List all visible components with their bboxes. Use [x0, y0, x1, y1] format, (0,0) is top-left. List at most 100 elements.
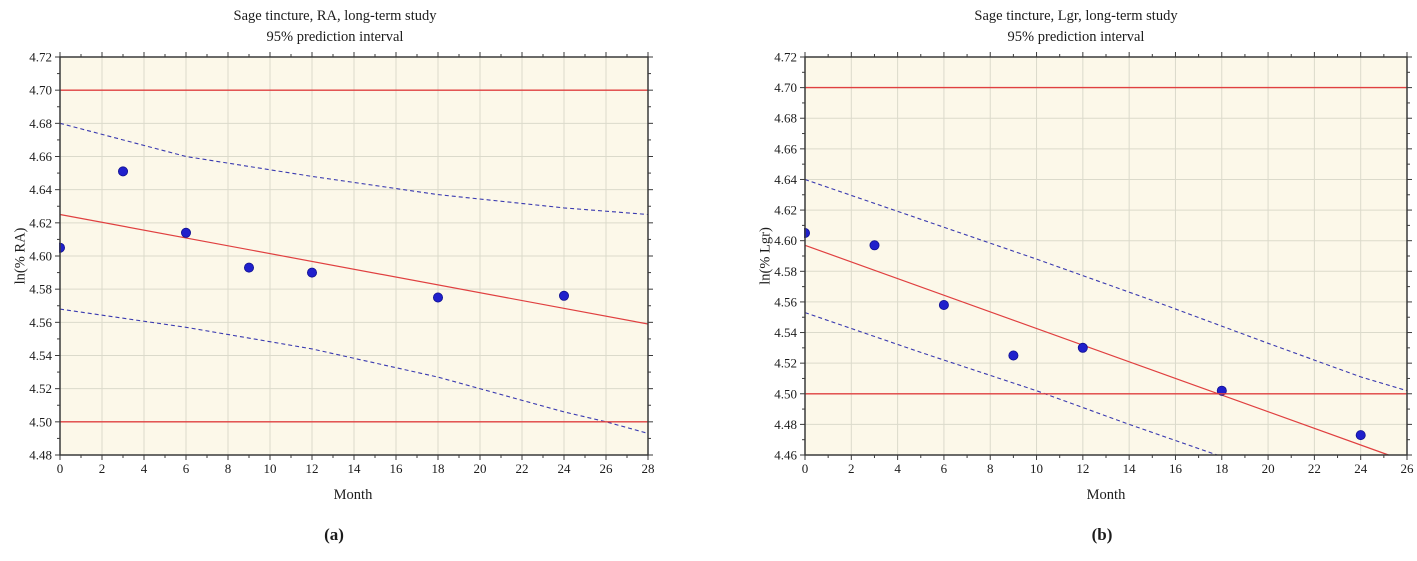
- svg-text:10: 10: [264, 461, 277, 476]
- axis-ticks: [55, 52, 653, 460]
- svg-text:16: 16: [1169, 461, 1183, 476]
- svg-text:4.62: 4.62: [774, 203, 797, 218]
- chart-b-ylabel: ln(% Lgr): [757, 227, 774, 285]
- svg-text:20: 20: [474, 461, 487, 476]
- svg-text:4.68: 4.68: [29, 116, 52, 131]
- svg-text:4.48: 4.48: [29, 448, 52, 463]
- svg-text:4: 4: [141, 461, 148, 476]
- svg-text:4.60: 4.60: [774, 233, 797, 248]
- svg-text:4.52: 4.52: [29, 381, 52, 396]
- svg-text:4.52: 4.52: [774, 356, 797, 371]
- trend-line: [804, 244, 1389, 456]
- svg-text:18: 18: [432, 461, 445, 476]
- svg-text:4.70: 4.70: [29, 83, 52, 98]
- svg-text:4.66: 4.66: [774, 141, 797, 156]
- svg-text:22: 22: [1308, 461, 1321, 476]
- chart-a-caption: (a): [324, 525, 344, 544]
- chart-a-ylabel: ln(% RA): [12, 227, 29, 285]
- data-point: [1355, 430, 1366, 441]
- svg-text:26: 26: [600, 461, 614, 476]
- svg-text:4.50: 4.50: [774, 386, 797, 401]
- svg-text:4.54: 4.54: [774, 325, 797, 340]
- svg-text:4.56: 4.56: [774, 294, 797, 309]
- control-limit-lines: [60, 89, 648, 423]
- svg-text:4.70: 4.70: [774, 80, 797, 95]
- axis-ticks: [800, 52, 1412, 460]
- tick-labels: 0 2 4 6 8 10 12 14 16 18 20 22 24 264.464.484.504.524…: [774, 50, 1414, 477]
- svg-text:4.54: 4.54: [29, 348, 52, 363]
- chart-b-xlabel: Month: [1086, 487, 1126, 503]
- data-point: [59, 242, 65, 253]
- svg-text:20: 20: [1262, 461, 1275, 476]
- trend-line: [59, 213, 649, 325]
- data-point: [118, 166, 129, 177]
- svg-text:4.72: 4.72: [774, 50, 797, 65]
- svg-text:24: 24: [558, 461, 572, 476]
- svg-text:4.56: 4.56: [29, 315, 52, 330]
- data-point: [804, 228, 810, 238]
- chart-b-title: Sage tincture, Lgr, long-term study: [974, 8, 1178, 24]
- plot-background: [60, 57, 648, 455]
- data-point: [869, 240, 880, 251]
- svg-text:8: 8: [225, 461, 232, 476]
- data-point: [1216, 385, 1227, 396]
- svg-text:2: 2: [99, 461, 106, 476]
- upper-prediction-line: [59, 122, 649, 216]
- chart-a-subtitle: 95% prediction interval: [266, 29, 404, 45]
- svg-text:14: 14: [348, 461, 362, 476]
- control-limit-lines: [805, 86, 1407, 395]
- svg-text:4.60: 4.60: [29, 249, 52, 264]
- upper-prediction-line: [804, 178, 1408, 392]
- lower-prediction-line: [59, 308, 649, 434]
- chart-b-subtitle: 95% prediction interval: [1007, 29, 1145, 45]
- svg-text:22: 22: [516, 461, 529, 476]
- plot-frame: [59, 56, 649, 456]
- data-point: [243, 262, 254, 273]
- svg-text:18: 18: [1215, 461, 1228, 476]
- svg-text:4.58: 4.58: [29, 282, 52, 297]
- svg-text:8: 8: [987, 461, 994, 476]
- chart-b-plot: 0 2 4 6 8 10 12 14 16 18 20 22 24 264.464.484.504.524…: [774, 50, 1414, 477]
- svg-text:0: 0: [57, 461, 64, 476]
- chart-a-plot: 0 2 4 6 8 10 12 14 16 18 20 22 24 26 284.484.504.524.5…: [29, 50, 655, 477]
- chart-b-caption: (b): [1091, 525, 1113, 544]
- data-point: [1077, 342, 1088, 353]
- svg-text:14: 14: [1123, 461, 1137, 476]
- data-point: [559, 290, 570, 301]
- svg-text:4: 4: [894, 461, 901, 476]
- plot-frame: [804, 56, 1408, 456]
- svg-text:12: 12: [1076, 461, 1089, 476]
- plot-background: [805, 57, 1407, 455]
- svg-text:4.64: 4.64: [774, 172, 797, 187]
- grid-lines: [805, 57, 1407, 455]
- lower-prediction-line: [804, 312, 1218, 456]
- svg-text:4.62: 4.62: [29, 215, 52, 230]
- data-point: [180, 227, 191, 238]
- data-points: [59, 166, 570, 303]
- svg-text:4.66: 4.66: [29, 149, 52, 164]
- svg-text:6: 6: [941, 461, 948, 476]
- svg-text:28: 28: [642, 461, 655, 476]
- svg-text:4.58: 4.58: [774, 264, 797, 279]
- data-point: [938, 299, 949, 310]
- svg-text:0: 0: [802, 461, 809, 476]
- data-point: [1008, 350, 1019, 361]
- svg-text:4.48: 4.48: [774, 417, 797, 432]
- data-points: [804, 228, 1366, 441]
- chart-a-xlabel: Month: [333, 487, 373, 503]
- svg-text:4.46: 4.46: [774, 448, 797, 463]
- svg-text:4.50: 4.50: [29, 414, 52, 429]
- grid-lines: [60, 57, 648, 455]
- svg-text:6: 6: [183, 461, 190, 476]
- data-point: [432, 292, 443, 303]
- svg-text:4.64: 4.64: [29, 182, 52, 197]
- svg-text:16: 16: [390, 461, 404, 476]
- svg-text:24: 24: [1354, 461, 1368, 476]
- chart-a-title: Sage tincture, RA, long-term study: [233, 8, 437, 24]
- svg-text:4.68: 4.68: [774, 111, 797, 126]
- svg-text:26: 26: [1401, 461, 1415, 476]
- svg-text:2: 2: [848, 461, 855, 476]
